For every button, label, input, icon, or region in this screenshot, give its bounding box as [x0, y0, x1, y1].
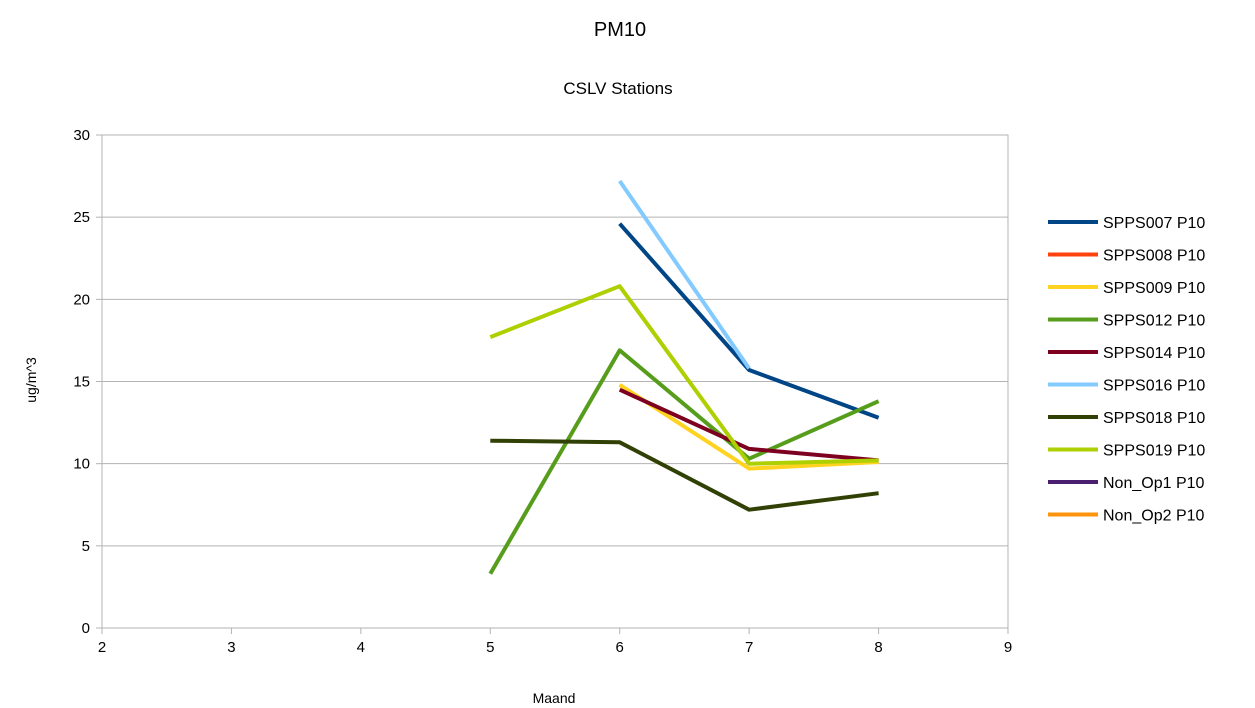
legend-item-spps016-p10: SPPS016 P10: [1048, 378, 1205, 395]
legend-label: Non_Op2 P10: [1103, 508, 1205, 525]
x-tick-label: 6: [616, 639, 624, 656]
plot-area: 0 5 10 15 20 25 30 2 3 4 5 6 7 8 9: [73, 127, 1012, 656]
series-line-spps019-p10: [489, 284, 879, 466]
legend-item-spps014-p10: SPPS014 P10: [1048, 345, 1205, 362]
legend-item-spps019-p10: SPPS019 P10: [1048, 443, 1205, 460]
legend-item-non-op2-p10: Non_Op2 P10: [1048, 508, 1205, 525]
legend-label: SPPS007 P10: [1103, 215, 1205, 232]
x-tick-label: 9: [1004, 639, 1012, 656]
series-line-spps016-p10: [618, 179, 751, 370]
legend-label: SPPS016 P10: [1103, 378, 1205, 395]
series-line-spps009-p10: [618, 383, 879, 471]
legend-item-spps018-p10: SPPS018 P10: [1048, 410, 1205, 427]
x-tick-label: 5: [486, 639, 494, 656]
x-tick-label: 4: [357, 639, 365, 656]
y-tick-label: 10: [73, 456, 90, 473]
series-line-spps018-p10: [490, 438, 879, 512]
y-tick-label: 30: [73, 127, 90, 144]
legend-item-spps012-p10: SPPS012 P10: [1048, 313, 1205, 330]
x-tick-label: 8: [874, 639, 882, 656]
chart-title: PM10: [594, 19, 646, 41]
legend: SPPS007 P10 SPPS008 P10 SPPS009 P10 SPPS012…: [1048, 215, 1205, 525]
series-line-spps012-p10: [488, 348, 880, 575]
y-tick-label: 25: [73, 209, 90, 226]
legend-label: SPPS009 P10: [1103, 280, 1205, 297]
x-axis-label: Maand: [533, 690, 576, 706]
series-line-spps007-p10: [618, 222, 880, 420]
legend-item-non-op1-p10: Non_Op1 P10: [1048, 475, 1205, 492]
plot-frame: [101, 134, 1009, 629]
series-line-spps014-p10: [618, 387, 879, 463]
legend-label: SPPS019 P10: [1103, 443, 1205, 460]
legend-label: SPPS008 P10: [1103, 248, 1205, 265]
legend-label: Non_Op1 P10: [1103, 475, 1205, 492]
legend-label: SPPS012 P10: [1103, 313, 1205, 330]
legend-item-spps008-p10: SPPS008 P10: [1048, 248, 1205, 265]
x-tick-label: 3: [227, 639, 235, 656]
x-tick-label: 7: [745, 639, 753, 656]
legend-item-spps009-p10: SPPS009 P10: [1048, 280, 1205, 297]
y-axis-label: ug/m^3: [23, 357, 39, 403]
legend-label: SPPS018 P10: [1103, 410, 1205, 427]
y-tick-label: 20: [73, 291, 90, 308]
chart-subtitle: CSLV Stations: [563, 79, 672, 98]
y-tick-label: 15: [73, 374, 90, 391]
legend-item-spps007-p10: SPPS007 P10: [1048, 215, 1205, 232]
y-tick-label: 0: [82, 620, 90, 637]
y-tick-label: 5: [82, 538, 90, 555]
legend-label: SPPS014 P10: [1103, 345, 1205, 362]
x-tick-label: 2: [98, 639, 106, 656]
